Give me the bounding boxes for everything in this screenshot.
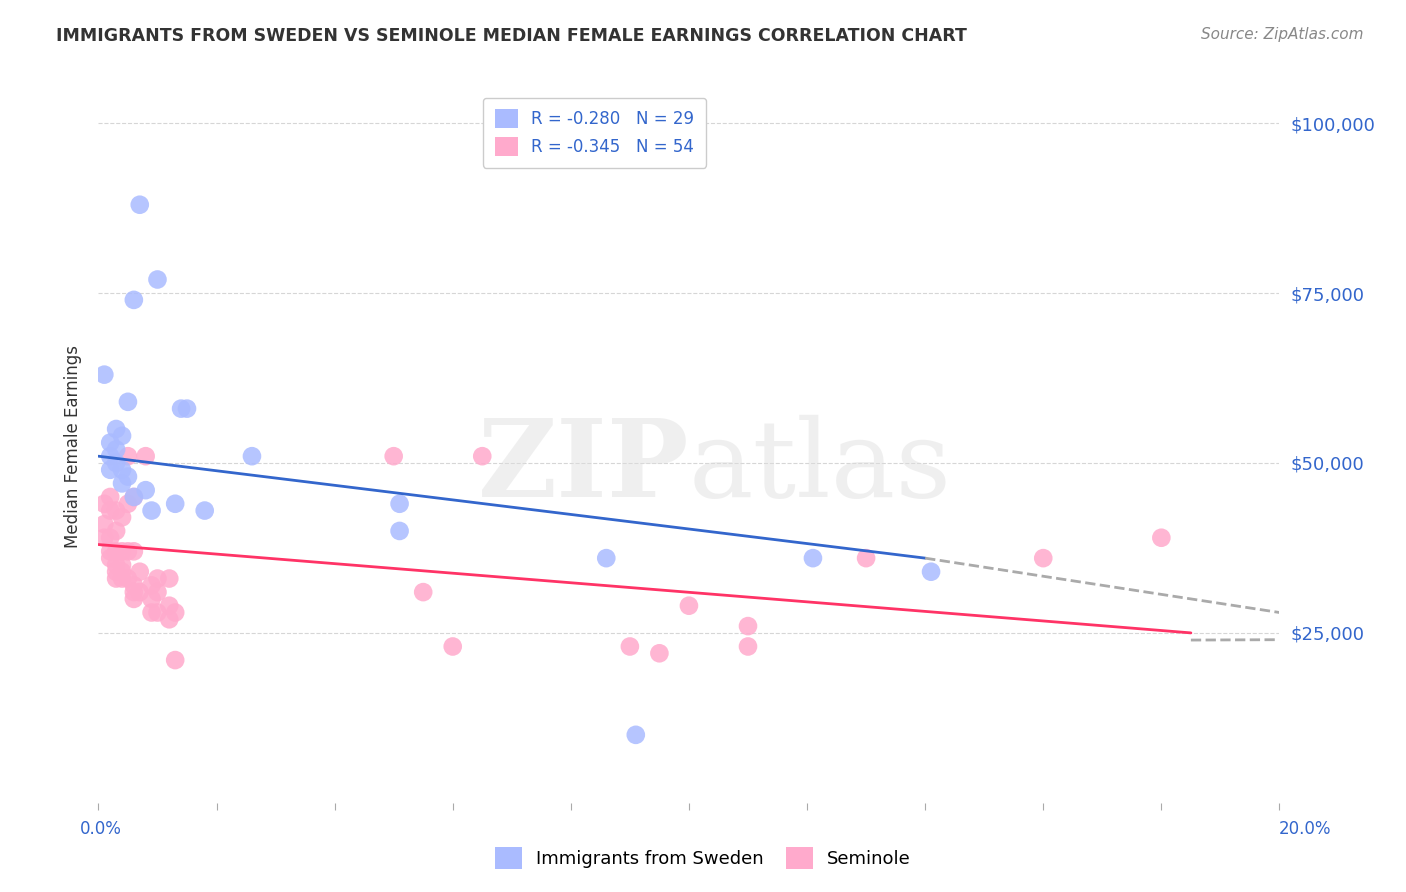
Point bbox=[117, 449, 139, 463]
Text: ZIP: ZIP bbox=[478, 415, 689, 520]
Point bbox=[105, 565, 128, 579]
Point bbox=[170, 401, 193, 416]
Text: atlas: atlas bbox=[689, 415, 952, 520]
Point bbox=[93, 531, 115, 545]
Point bbox=[111, 429, 134, 443]
Point bbox=[388, 524, 411, 538]
Legend: Immigrants from Sweden, Seminole: Immigrants from Sweden, Seminole bbox=[486, 838, 920, 879]
Point bbox=[111, 544, 134, 558]
Point bbox=[194, 503, 217, 517]
Point bbox=[141, 578, 163, 592]
Point bbox=[624, 728, 647, 742]
Point bbox=[111, 558, 134, 572]
Point bbox=[105, 524, 128, 538]
Y-axis label: Median Female Earnings: Median Female Earnings bbox=[65, 344, 83, 548]
Point bbox=[122, 591, 145, 606]
Point bbox=[93, 368, 115, 382]
Point bbox=[93, 517, 115, 532]
Point bbox=[105, 442, 128, 457]
Point bbox=[105, 503, 128, 517]
Point bbox=[737, 640, 759, 654]
Point bbox=[122, 490, 145, 504]
Point bbox=[240, 449, 263, 463]
Point bbox=[801, 551, 824, 566]
Point bbox=[146, 572, 169, 586]
Point bbox=[146, 606, 169, 620]
Point bbox=[105, 456, 128, 470]
Point bbox=[157, 572, 180, 586]
Point bbox=[117, 544, 139, 558]
Legend: R = -0.280   N = 29, R = -0.345   N = 54: R = -0.280 N = 29, R = -0.345 N = 54 bbox=[482, 97, 706, 168]
Point bbox=[855, 551, 877, 566]
Point bbox=[117, 497, 139, 511]
Point bbox=[105, 422, 128, 436]
Point bbox=[141, 591, 163, 606]
Text: Source: ZipAtlas.com: Source: ZipAtlas.com bbox=[1201, 27, 1364, 42]
Point bbox=[122, 293, 145, 307]
Point bbox=[141, 503, 163, 517]
Point bbox=[111, 463, 134, 477]
Point bbox=[619, 640, 641, 654]
Point bbox=[165, 497, 187, 511]
Point bbox=[1032, 551, 1054, 566]
Point bbox=[128, 565, 150, 579]
Point bbox=[648, 646, 671, 660]
Point bbox=[111, 510, 134, 524]
Point bbox=[98, 449, 121, 463]
Point bbox=[157, 599, 180, 613]
Point bbox=[141, 606, 163, 620]
Text: 0.0%: 0.0% bbox=[80, 820, 122, 838]
Point bbox=[111, 565, 134, 579]
Point bbox=[382, 449, 405, 463]
Point bbox=[135, 449, 157, 463]
Point bbox=[595, 551, 617, 566]
Point bbox=[146, 272, 169, 286]
Point bbox=[678, 599, 700, 613]
Point bbox=[98, 544, 121, 558]
Text: IMMIGRANTS FROM SWEDEN VS SEMINOLE MEDIAN FEMALE EARNINGS CORRELATION CHART: IMMIGRANTS FROM SWEDEN VS SEMINOLE MEDIA… bbox=[56, 27, 967, 45]
Point bbox=[98, 490, 121, 504]
Point bbox=[98, 531, 121, 545]
Point bbox=[105, 558, 128, 572]
Point bbox=[122, 544, 145, 558]
Point bbox=[117, 394, 139, 409]
Point bbox=[388, 497, 411, 511]
Point bbox=[111, 476, 134, 491]
Point bbox=[135, 483, 157, 498]
Point bbox=[165, 606, 187, 620]
Point bbox=[98, 435, 121, 450]
Point bbox=[176, 401, 198, 416]
Point bbox=[128, 198, 150, 212]
Point bbox=[737, 619, 759, 633]
Point bbox=[128, 585, 150, 599]
Point bbox=[1150, 531, 1173, 545]
Point bbox=[98, 551, 121, 566]
Point bbox=[98, 463, 121, 477]
Point bbox=[412, 585, 434, 599]
Text: 20.0%: 20.0% bbox=[1278, 820, 1331, 838]
Point bbox=[122, 585, 145, 599]
Point bbox=[111, 572, 134, 586]
Point bbox=[122, 490, 145, 504]
Point bbox=[93, 497, 115, 511]
Point bbox=[105, 572, 128, 586]
Point bbox=[117, 572, 139, 586]
Point bbox=[441, 640, 464, 654]
Point bbox=[105, 544, 128, 558]
Point bbox=[146, 585, 169, 599]
Point bbox=[117, 469, 139, 483]
Point bbox=[471, 449, 494, 463]
Point bbox=[165, 653, 187, 667]
Point bbox=[98, 503, 121, 517]
Point bbox=[157, 612, 180, 626]
Point bbox=[122, 578, 145, 592]
Point bbox=[920, 565, 942, 579]
